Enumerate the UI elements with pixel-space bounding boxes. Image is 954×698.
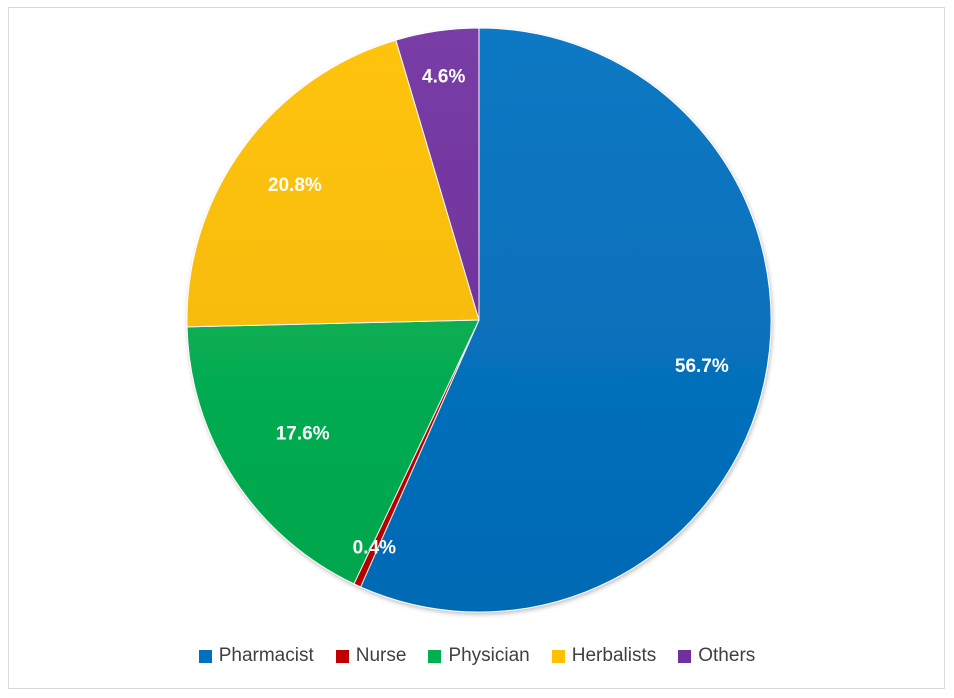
legend-swatch (335, 649, 349, 663)
legend-swatch (198, 649, 212, 663)
legend-item-physician: Physician (428, 645, 530, 667)
legend-label: Physician (448, 645, 530, 666)
data-label-herbalists: 20.8% (268, 175, 322, 196)
data-label-physician: 17.6% (276, 424, 330, 445)
legend-label: Herbalists (571, 645, 657, 666)
legend: Pharmacist Nurse Physician Herbalists Others (0, 642, 954, 670)
legend-label: Others (698, 645, 756, 666)
legend-item-pharmacist: Pharmacist (198, 645, 314, 667)
data-label-others: 4.6% (422, 66, 465, 87)
data-label-nurse: 0.4% (353, 537, 396, 558)
legend-item-nurse: Nurse (335, 645, 407, 667)
legend-label: Nurse (355, 645, 407, 666)
legend-item-herbalists: Herbalists (551, 645, 657, 667)
legend-swatch (678, 649, 692, 663)
legend-swatch (551, 649, 565, 663)
legend-swatch (428, 649, 442, 663)
legend-label: Pharmacist (218, 645, 314, 666)
legend-item-others: Others (678, 645, 755, 667)
pie-slices (186, 27, 772, 613)
data-label-pharmacist: 56.7% (675, 356, 729, 377)
pie-labels: 56.7% 0.4% 17.6% 20.8% 4.6% (268, 66, 729, 558)
